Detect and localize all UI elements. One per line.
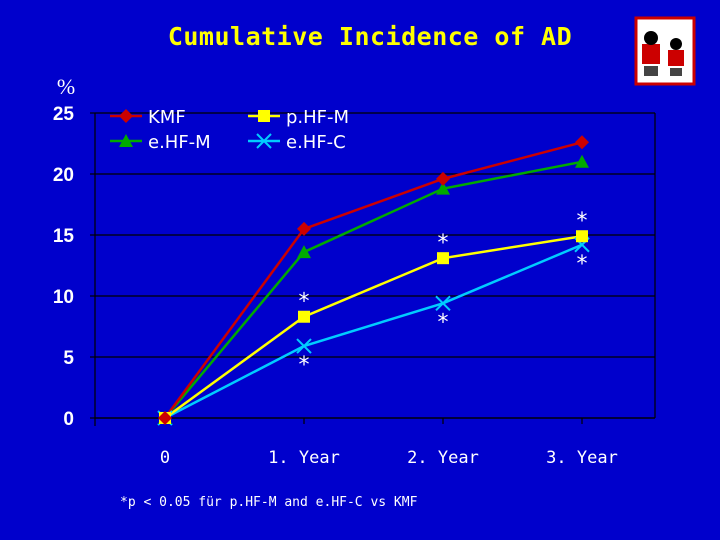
series-line-kmf: [165, 142, 582, 418]
tick-labels: 0 5 10 15 20 25 0 1. Year 2. Year 3. Year: [53, 104, 618, 468]
legend-marker-p-hf-m: [258, 110, 270, 122]
series-lines: [165, 142, 582, 418]
legend-label-p-hf-m: p.HF-M: [286, 107, 349, 128]
x-tick-label-2-year: 2. Year: [407, 448, 479, 468]
point-kmf-3-year: [575, 135, 589, 149]
annotation-e-hf-c-1-year: *: [297, 353, 310, 378]
legend-label-kmf: KMF: [148, 107, 186, 128]
legend: KMF p.HF-M e.HF-M e.HF-C: [110, 107, 349, 153]
x-tick-label-3-year: 3. Year: [546, 448, 618, 468]
point-e-hf-c-2-year: [436, 296, 450, 310]
legend-marker-kmf: [119, 109, 133, 123]
annotation-p-hf-m-2-year: *: [436, 231, 449, 256]
footnote: *p < 0.05 für p.HF-M and e.HF-C vs KMF: [120, 495, 417, 510]
y-tick-label-25: 25: [53, 104, 75, 125]
y-tick-label-15: 15: [53, 226, 75, 247]
y-tick-label-20: 20: [53, 165, 74, 186]
y-tick-label-5: 5: [63, 348, 74, 369]
grid-lines: [95, 113, 655, 418]
legend-label-e-hf-c: e.HF-C: [286, 132, 346, 153]
annotation-e-hf-c-3-year: *: [575, 252, 588, 277]
y-tick-label-0: 0: [63, 409, 74, 430]
legend-label-e-hf-m: e.HF-M: [148, 132, 211, 153]
point-e-hf-m-3-year: [575, 155, 589, 168]
point-e-hf-c-1-year: [297, 339, 311, 353]
x-tick-label-1-year: 1. Year: [268, 448, 340, 468]
series-line-e-hf-m: [165, 162, 582, 418]
annotation-p-hf-m-1-year: *: [297, 290, 310, 315]
annotation-p-hf-m-3-year: *: [575, 209, 588, 234]
x-tick-label-0: 0: [160, 448, 170, 468]
axes: [90, 113, 655, 426]
point-e-hf-m-1-year: [297, 245, 311, 258]
series-markers: [158, 135, 589, 425]
series-line-p-hf-m: [165, 236, 582, 418]
y-axis-label: %: [57, 74, 75, 99]
y-tick-label-10: 10: [53, 287, 74, 308]
annotation-e-hf-c-2-year: *: [436, 310, 449, 335]
